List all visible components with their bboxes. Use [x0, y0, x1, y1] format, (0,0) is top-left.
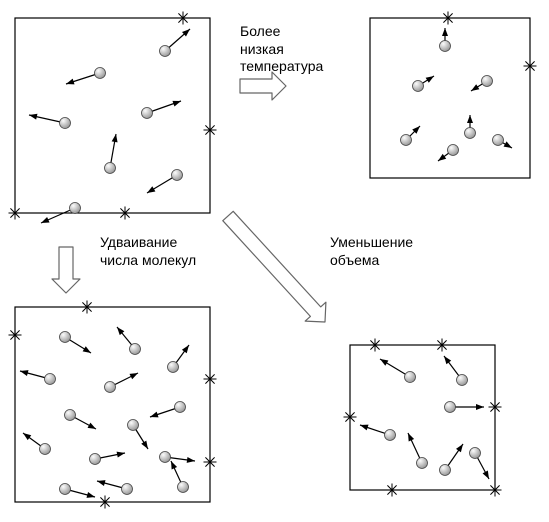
- label-double-molecules: Удваивание числа молекул: [100, 234, 196, 269]
- label-shrink-volume: Уменьшение объема: [330, 234, 413, 269]
- diagram-stage: Более низкая температура Удваивание числ…: [0, 0, 549, 522]
- diagram-svg: [0, 0, 549, 522]
- label-lower-temperature: Более низкая температура: [240, 23, 323, 76]
